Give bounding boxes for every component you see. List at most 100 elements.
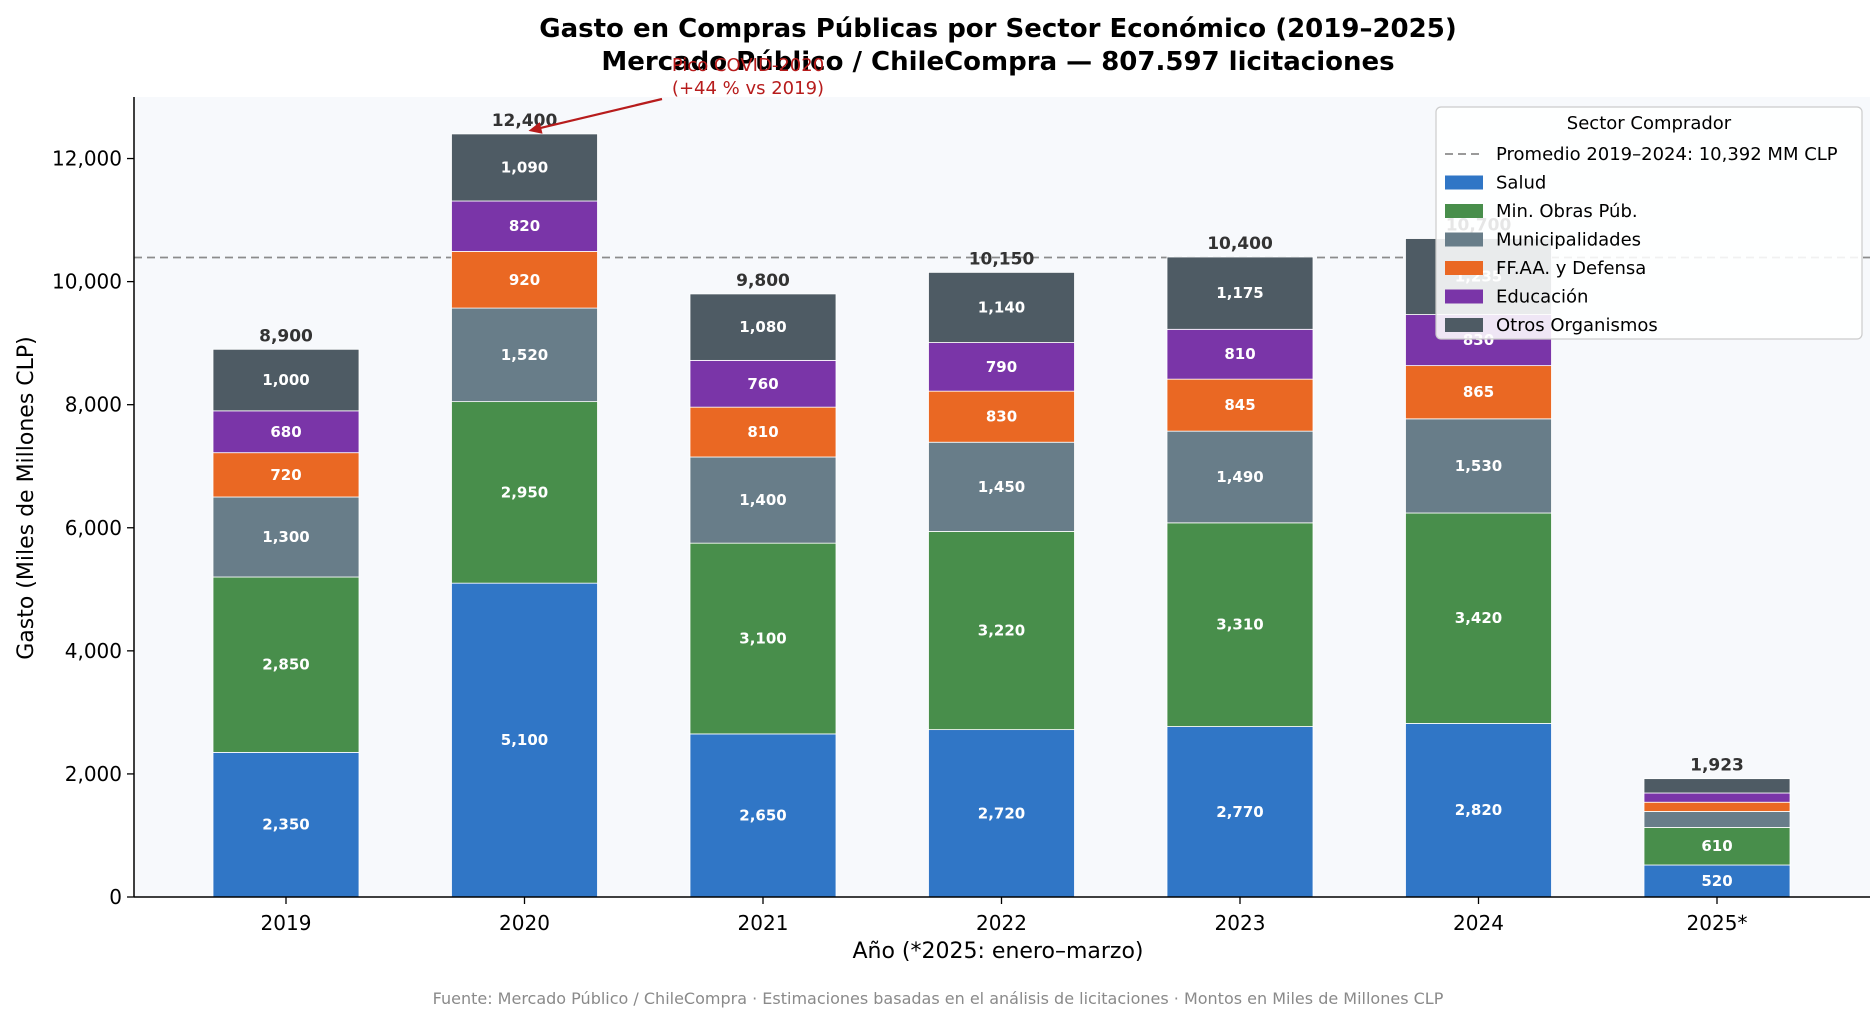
bar-segment-salud-2020 (451, 582, 598, 898)
legend-box (1435, 106, 1863, 340)
legend-swatch-educaci-n (1445, 289, 1483, 304)
bar-segment-salud-2023 (1166, 726, 1314, 898)
segment-value-label: 1,140 (978, 298, 1025, 316)
bar-segment-otros-organismos-2020 (451, 133, 598, 202)
annotation-arrow-shaft (536, 97, 663, 130)
y-tick-label: 0 (109, 885, 122, 909)
bar-segment-salud-2022 (928, 729, 1075, 898)
bar-segment-min-obras-p-b--2024 (1405, 512, 1552, 724)
annotation-text-line-2: (+44 % vs 2019) (672, 78, 824, 99)
segment-value-label: 520 (1701, 872, 1732, 890)
segment-value-label: 3,100 (739, 630, 786, 648)
bar-segment-municipalidades-2019 (212, 496, 360, 578)
segment-value-label: 1,450 (978, 478, 1025, 496)
segment-value-label: 2,850 (262, 656, 309, 674)
bar-segment-educaci-n-2022 (928, 342, 1075, 392)
bar-segment-otros-organismos-2019 (212, 348, 360, 412)
segment-value-label: 1,090 (501, 158, 548, 176)
segment-value-label: 1,000 (262, 371, 309, 389)
legend-label-reference: Promedio 2019–2024: 10,392 MM CLP (1496, 144, 1838, 165)
segment-value-label: 2,720 (978, 804, 1025, 822)
segment-value-label: 720 (270, 466, 301, 484)
segment-value-label: 790 (986, 358, 1017, 376)
segment-value-label: 3,420 (1455, 609, 1502, 627)
bar-segment-educaci-n-2019 (212, 410, 360, 454)
chart-subtitle: Mercado Público / ChileCompra — 807.597 … (601, 47, 1394, 77)
legend-label-min-obras-p-b-: Min. Obras Púb. (1496, 201, 1638, 222)
bar-segment-ff-aa-y-defensa-2025 (1643, 801, 1791, 812)
bar-segment-min-obras-p-b--2020 (451, 401, 598, 584)
bar-segment-otros-organismos-2021 (689, 293, 837, 361)
segment-value-label: 3,310 (1216, 616, 1263, 634)
bar-segment-ff-aa-y-defensa-2019 (212, 452, 360, 498)
legend-label-municipalidades: Municipalidades (1496, 230, 1641, 251)
segment-value-label: 610 (1701, 837, 1732, 855)
chart-title: Gasto en Compras Públicas por Sector Eco… (539, 14, 1456, 44)
bar-segment-min-obras-p-b--2019 (212, 576, 360, 753)
bar-segment-municipalidades-2025 (1643, 811, 1791, 828)
bar-segment-municipalidades-2024 (1405, 418, 1552, 514)
total-label-2020: 12,400 (492, 111, 558, 131)
bar-segment-municipalidades-2021 (689, 456, 837, 544)
bar-segment-educaci-n-2023 (1166, 328, 1314, 380)
x-tick-label-2025: 2025* (1687, 911, 1748, 935)
y-tick-label: 6,000 (65, 516, 122, 540)
x-axis-label: Año (*2025: enero–marzo) (852, 939, 1143, 964)
segment-value-label: 2,350 (262, 816, 309, 834)
segment-value-label: 820 (509, 217, 540, 235)
segment-value-label: 1,490 (1216, 468, 1263, 486)
annotation-text-line-1: Pico COVID-2020 (672, 55, 824, 76)
bar-segment-salud-2025 (1643, 864, 1791, 898)
legend-swatch-min-obras-p-b- (1445, 204, 1483, 218)
y-axis-label: Gasto (Miles de Millones CLP) (14, 336, 39, 660)
total-label-2022: 10,150 (969, 249, 1035, 269)
segment-value-label: 1,400 (739, 491, 786, 509)
bar-segment-ff-aa-y-defensa-2021 (689, 406, 837, 458)
bar-segment-educaci-n-2021 (689, 359, 837, 408)
total-label-2019: 8,900 (259, 326, 313, 346)
bar-segment-otros-organismos-2022 (928, 271, 1075, 343)
x-tick-label-2023: 2023 (1215, 911, 1266, 935)
segment-value-label: 865 (1463, 383, 1494, 401)
segment-value-label: 1,520 (501, 346, 548, 364)
segment-value-label: 3,220 (978, 622, 1025, 640)
segment-value-label: 845 (1224, 396, 1255, 414)
segment-value-label: 2,950 (501, 483, 548, 501)
legend-swatch-municipalidades (1445, 232, 1483, 247)
footer-source: Fuente: Mercado Público / ChileCompra · … (433, 989, 1444, 1008)
bar-segment-ff-aa-y-defensa-2022 (928, 390, 1075, 443)
segment-value-label: 810 (747, 423, 778, 441)
legend-label-educaci-n: Educación (1496, 287, 1588, 308)
bar-segment-min-obras-p-b--2025 (1643, 827, 1791, 866)
bar-segment-ff-aa-y-defensa-2020 (451, 251, 598, 309)
bar-segment-salud-2024 (1405, 723, 1552, 898)
y-tick-label: 2,000 (65, 762, 122, 786)
y-tick-label: 10,000 (52, 270, 122, 294)
legend-label-ff-aa-y-defensa: FF.AA. y Defensa (1496, 258, 1646, 279)
x-tick-label-2022: 2022 (976, 911, 1027, 935)
legend-label-otros-organismos: Otros Organismos (1496, 315, 1658, 336)
segment-value-label: 1,175 (1216, 284, 1263, 302)
legend-swatch-ff-aa-y-defensa (1445, 261, 1483, 275)
bar-segment-min-obras-p-b--2023 (1166, 522, 1314, 727)
bar-segment-salud-2021 (689, 733, 837, 898)
bar-segment-ff-aa-y-defensa-2024 (1405, 365, 1552, 420)
legend-label-salud: Salud (1496, 173, 1546, 194)
segment-value-label: 1,300 (262, 528, 309, 546)
bar-segment-municipalidades-2020 (451, 307, 598, 403)
bar-segment-educaci-n-2020 (451, 200, 598, 252)
legend-title: Sector Comprador (1567, 113, 1732, 134)
legend-swatch-otros-organismos (1445, 318, 1483, 332)
total-label-2023: 10,400 (1207, 234, 1273, 254)
x-tick-label-2019: 2019 (261, 911, 312, 935)
segment-value-label: 830 (986, 408, 1017, 426)
segment-value-label: 1,080 (739, 318, 786, 336)
plot-area: 2,350 2,850 1,300 720 680 1,000 8,900 5,100 2,95… (52, 55, 1870, 935)
segment-value-label: 810 (1224, 345, 1255, 363)
annotation-arrow-head (528, 122, 543, 134)
segment-value-label: 760 (747, 375, 778, 393)
bar-segment-otros-organismos-2023 (1166, 256, 1314, 330)
y-tick-label: 8,000 (65, 393, 122, 417)
